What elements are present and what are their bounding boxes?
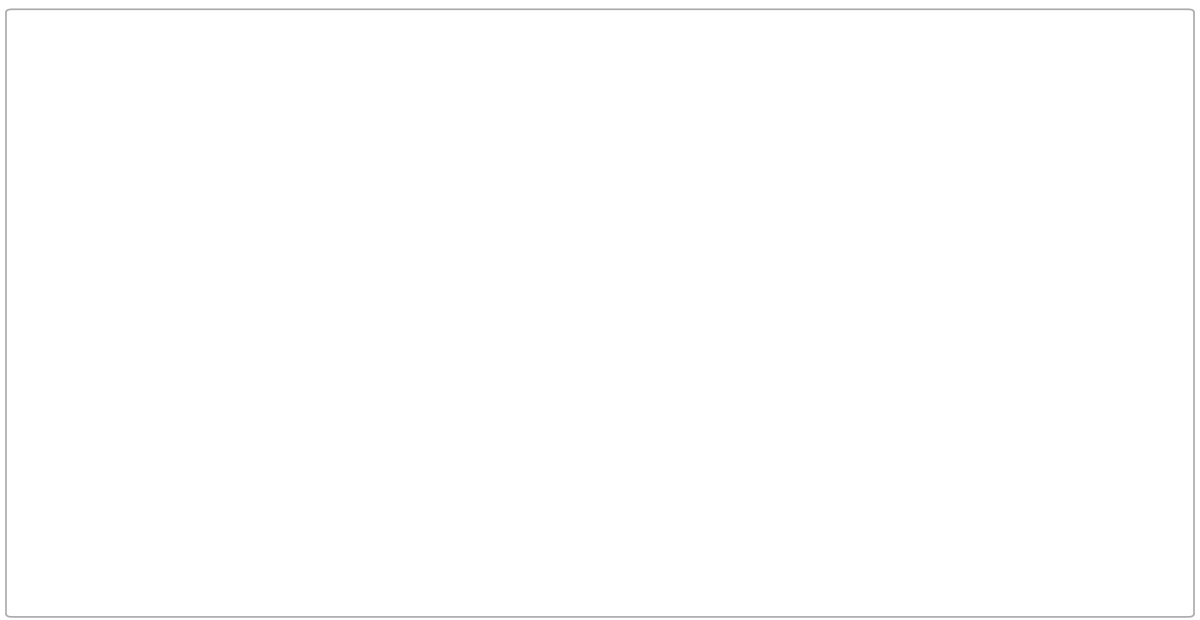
Text: ) years: ) years <box>296 218 352 233</box>
Text: 2.0    1.1    6.0    1.9        5.4    0.4    1.0    5.3: 2.0 1.1 6.0 1.9 5.4 0.4 1.0 5.3 <box>228 90 767 105</box>
Text: to capture an area of 0.005 in each tail of the chi-squared: to capture an area of 0.005 in each tail… <box>565 471 1036 486</box>
Text: n: n <box>215 19 224 33</box>
Text: to obtain a: to obtain a <box>986 158 1079 173</box>
Text: (: ( <box>46 575 58 604</box>
Text: example: example <box>914 158 983 173</box>
Text: ,: , <box>180 575 185 590</box>
Text: A 99% confidence level requires using a new value of: A 99% confidence level requires using a … <box>97 471 533 486</box>
Text: exponential random variable?] (Round your answers to two decimal places.): exponential random variable?] (Round you… <box>46 544 660 559</box>
Text: = 15 heat pumps of a certain type yielded the following observations on lifetime: = 15 heat pumps of a certain type yielde… <box>222 19 965 33</box>
Text: A 99% confidence level requires using critical values that capture an area of 0.: A 99% confidence level requires using cr… <box>97 360 989 374</box>
Text: n: n <box>557 471 568 486</box>
Text: 15.6    0.9    4.8    0.9    12.1    5.3    0.6: 15.6 0.9 4.8 0.9 12.1 5.3 0.6 <box>228 121 680 136</box>
Text: (b) How should the interval of part (a) be altered to achieve a confidence level: (b) How should the interval of part (a) … <box>46 274 749 289</box>
FancyBboxPatch shape <box>72 562 179 598</box>
FancyBboxPatch shape <box>190 562 296 598</box>
Text: (c) What is a 95% CI for the standard deviation of the lifetime distribution? [: (c) What is a 95% CI for the standard de… <box>46 516 659 531</box>
Text: distribution.: distribution. <box>131 445 228 460</box>
Text: A random sample of: A random sample of <box>46 19 214 33</box>
Text: ,: , <box>180 218 185 233</box>
Text: distribution.: distribution. <box>131 501 228 516</box>
Text: 95% CI for expected (true average) lifetime. (Round your answers to two decimal : 95% CI for expected (true average) lifet… <box>46 186 769 201</box>
FancyBboxPatch shape <box>72 205 179 241</box>
Text: (a) Assume that the lifetime distribution is exponential and use an argument par: (a) Assume that the lifetime distributio… <box>46 158 848 173</box>
Text: distribution.: distribution. <box>131 389 228 404</box>
FancyBboxPatch shape <box>190 205 296 241</box>
Text: A 99% confidence level requires using a new value of: A 99% confidence level requires using a … <box>97 304 533 319</box>
Text: n: n <box>557 304 568 319</box>
Text: Hint: Hint <box>666 516 700 531</box>
Text: to capture an area of 0.1 in each tail of the chi-squared: to capture an area of 0.1 in each tail o… <box>565 304 1016 319</box>
Text: ) years: ) years <box>296 575 352 590</box>
Text: : What is the standard deviation of an: : What is the standard deviation of an <box>706 516 1009 531</box>
Text: distribution.: distribution. <box>131 334 228 348</box>
Text: A 99% confidence level requires using critical values that capture an area of 0.: A 99% confidence level requires using cr… <box>97 415 1008 430</box>
Text: (: ( <box>46 218 58 247</box>
